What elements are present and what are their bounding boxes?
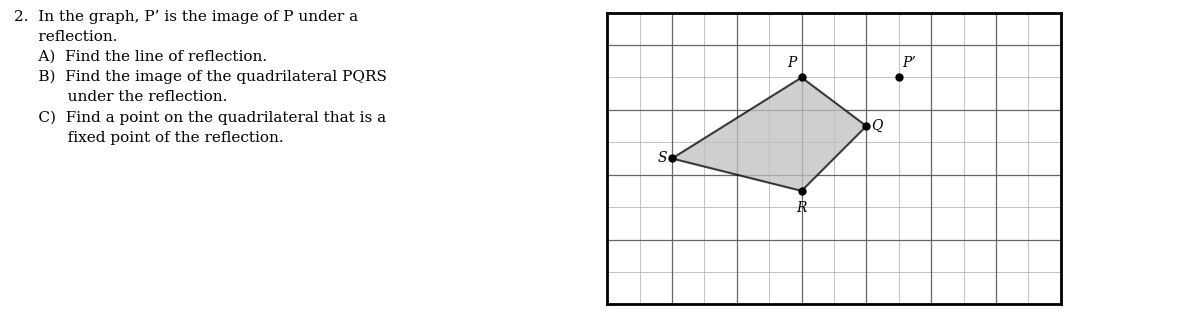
Text: P: P [787, 56, 797, 70]
Text: P’: P’ [902, 56, 917, 70]
Text: S: S [658, 152, 667, 165]
Polygon shape [672, 77, 866, 191]
Text: Q: Q [871, 119, 883, 133]
Text: R: R [797, 201, 806, 215]
Text: 2.  In the graph, P’ is the image of P under a
     reflection.
     A)  Find th: 2. In the graph, P’ is the image of P un… [14, 10, 388, 145]
